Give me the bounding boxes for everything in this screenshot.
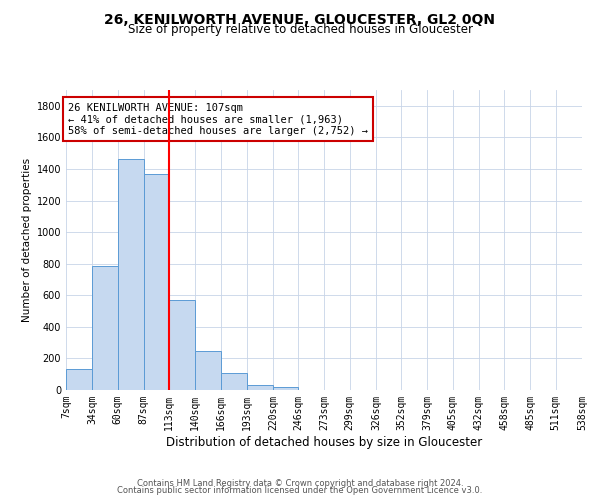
Bar [221, 373, 247, 390]
Bar [247, 386, 273, 390]
Text: 26 KENILWORTH AVENUE: 107sqm
← 41% of detached houses are smaller (1,963)
58% of: 26 KENILWORTH AVENUE: 107sqm ← 41% of de… [68, 102, 368, 136]
Bar [169, 300, 195, 390]
Text: 26, KENILWORTH AVENUE, GLOUCESTER, GL2 0QN: 26, KENILWORTH AVENUE, GLOUCESTER, GL2 0… [104, 12, 496, 26]
Y-axis label: Number of detached properties: Number of detached properties [22, 158, 32, 322]
Text: Size of property relative to detached houses in Gloucester: Size of property relative to detached ho… [128, 22, 473, 36]
Bar [195, 350, 221, 390]
Bar [92, 266, 118, 390]
Text: Contains HM Land Registry data © Crown copyright and database right 2024.: Contains HM Land Registry data © Crown c… [137, 478, 463, 488]
Bar [144, 174, 169, 390]
Bar [273, 387, 298, 390]
Bar [118, 159, 144, 390]
X-axis label: Distribution of detached houses by size in Gloucester: Distribution of detached houses by size … [166, 436, 482, 448]
Bar [66, 370, 92, 390]
Text: Contains public sector information licensed under the Open Government Licence v3: Contains public sector information licen… [118, 486, 482, 495]
